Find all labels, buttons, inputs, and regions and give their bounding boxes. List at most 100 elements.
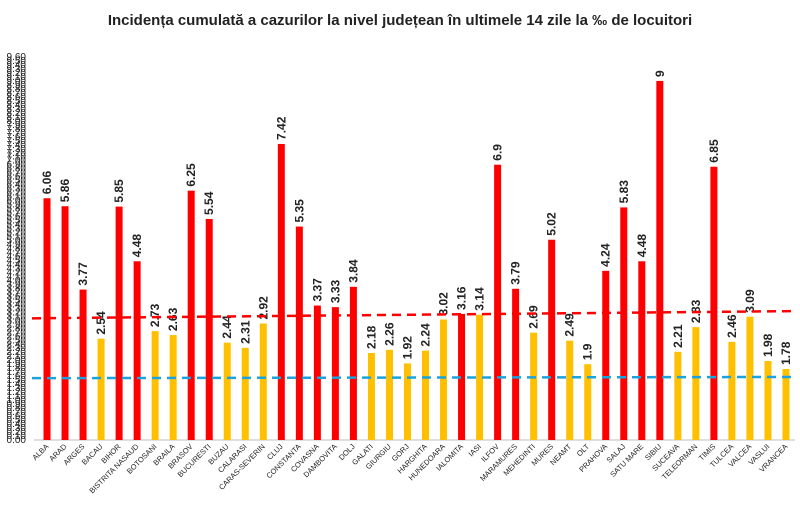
- y-tick-label: 9.20: [7, 68, 27, 79]
- y-tick-label: 2.10: [7, 351, 27, 362]
- value-label: 6.9: [491, 144, 505, 161]
- value-label: 1.9: [581, 343, 595, 360]
- y-tick-label: 9.00: [7, 76, 27, 87]
- bar: [277, 143, 285, 441]
- y-tick-label: 1.30: [7, 383, 27, 394]
- value-label: 2.69: [527, 305, 541, 329]
- value-label: 3.33: [328, 279, 342, 303]
- y-tick-label: 3.50: [7, 295, 27, 306]
- bar: [259, 323, 267, 440]
- y-tick-label: 2.50: [7, 335, 27, 346]
- bar: [187, 190, 195, 440]
- y-tick-label: 8.40: [7, 100, 27, 111]
- bar: [169, 335, 177, 440]
- y-tick-label: 6.40: [7, 180, 27, 191]
- y-tick-label: 1.20: [7, 387, 27, 398]
- bar: [440, 319, 448, 440]
- bar: [584, 364, 592, 440]
- y-tick-label: 5.50: [7, 216, 27, 227]
- bar: [331, 307, 339, 440]
- y-tick-label: 5.10: [7, 232, 27, 243]
- value-label: 4.48: [635, 234, 649, 258]
- y-tick-label: 7.90: [7, 120, 27, 131]
- y-tick-label: 6.30: [7, 184, 27, 195]
- bar: [476, 314, 484, 440]
- y-tick-label: 6.90: [7, 160, 27, 171]
- bar: [79, 289, 87, 440]
- y-tick-label: 4.00: [7, 275, 27, 286]
- red-threshold-line: [31, 309, 793, 320]
- y-tick-label: 3.10: [7, 311, 27, 322]
- value-label: 3.16: [455, 286, 469, 310]
- value-label: 3.02: [437, 292, 451, 316]
- y-tick-label: 6.80: [7, 164, 27, 175]
- value-label: 3.84: [346, 259, 360, 283]
- y-tick-label: 9.50: [7, 56, 27, 67]
- value-label: 2.31: [238, 320, 252, 344]
- bar: [548, 239, 556, 440]
- value-label: 5.83: [617, 180, 631, 204]
- value-label: 2.49: [563, 313, 577, 337]
- bar: [494, 164, 502, 440]
- y-tick-label: 4.10: [7, 271, 27, 282]
- y-tick-label: 0.30: [7, 423, 27, 434]
- category-label: ALBA: [30, 442, 50, 462]
- value-label: 2.54: [94, 311, 108, 335]
- bar: [241, 347, 249, 440]
- bar: [295, 226, 303, 440]
- bar: [61, 206, 69, 440]
- y-tick-label: 2.70: [7, 327, 27, 338]
- y-tick-label: 5.60: [7, 212, 27, 223]
- bar: [710, 166, 718, 440]
- bars: [43, 80, 790, 441]
- bar: [223, 342, 231, 440]
- y-tick-label: 6.70: [7, 168, 27, 179]
- y-tick-label: 3.60: [7, 291, 27, 302]
- y-tick-label: 6.20: [7, 188, 27, 199]
- y-tick-label: 0.80: [7, 403, 27, 414]
- y-tick-label: 1.40: [7, 379, 27, 390]
- y-tick-label: 8.00: [7, 116, 27, 127]
- y-tick-label: 0.90: [7, 399, 27, 410]
- y-tick-label: 7.60: [7, 132, 27, 143]
- y-tick-label: 8.80: [7, 84, 27, 95]
- value-label: 5.35: [292, 199, 306, 223]
- y-tick-label: 6.10: [7, 192, 27, 203]
- bar: [674, 351, 682, 440]
- y-tick-label: 8.70: [7, 88, 27, 99]
- y-tick-label: 7.80: [7, 124, 27, 135]
- blue-threshold-line: [31, 375, 793, 380]
- y-tick-label: 5.00: [7, 236, 27, 247]
- y-tick-label: 2.60: [7, 331, 27, 342]
- bar: [512, 288, 520, 440]
- y-tick-label: 1.70: [7, 367, 27, 378]
- y-tick-label: 7.70: [7, 128, 27, 139]
- value-label: 2.63: [166, 307, 180, 331]
- y-tick-label: 3.20: [7, 307, 27, 318]
- bar: [728, 341, 736, 440]
- y-tick-label: 8.50: [7, 96, 27, 107]
- y-tick-label: 3.80: [7, 283, 27, 294]
- bar: [692, 327, 700, 440]
- value-label: 2.46: [725, 314, 739, 338]
- y-tick-label: 0.20: [7, 427, 27, 438]
- y-tick-label: 8.90: [7, 80, 27, 91]
- bar: [782, 368, 790, 440]
- y-tick-label: 7.40: [7, 140, 27, 151]
- y-tick-label: 4.70: [7, 247, 27, 258]
- y-tick-label: 7.20: [7, 148, 27, 159]
- y-tick-label: 2.40: [7, 339, 27, 350]
- value-label: 7.42: [274, 116, 288, 140]
- y-tick-label: 2.90: [7, 319, 27, 330]
- value-label: 3.79: [509, 261, 523, 285]
- y-tick-label: 2.80: [7, 323, 27, 334]
- y-tick-label: 4.60: [7, 251, 27, 262]
- bar: [313, 305, 321, 440]
- value-label: 2.92: [256, 296, 270, 320]
- y-tick-label: 6.00: [7, 196, 27, 207]
- y-tick-label: 4.80: [7, 244, 27, 255]
- bar: [349, 286, 357, 440]
- value-label: 4.24: [599, 243, 613, 267]
- value-label: 2.44: [220, 315, 234, 339]
